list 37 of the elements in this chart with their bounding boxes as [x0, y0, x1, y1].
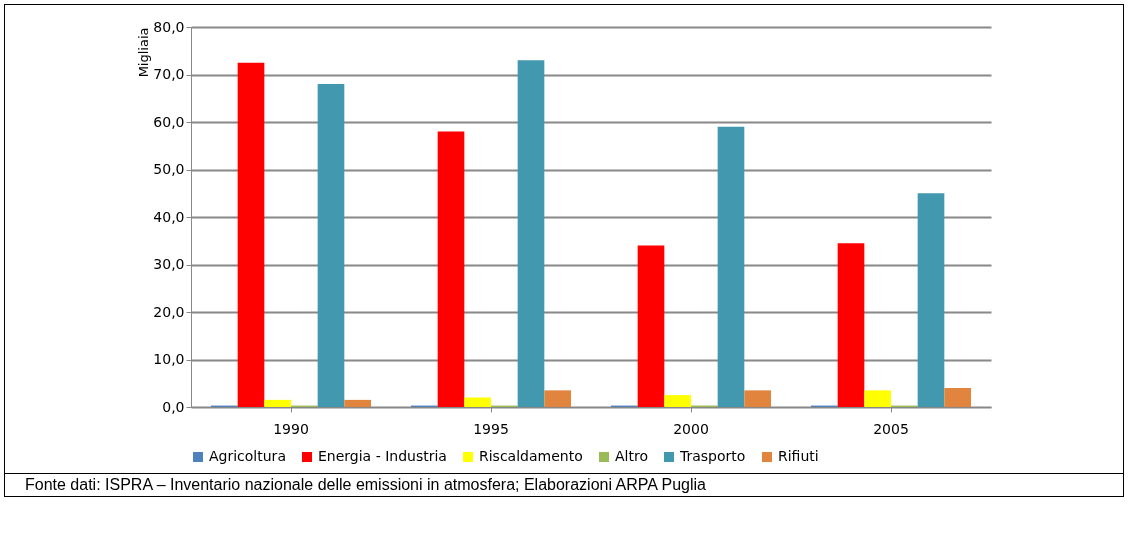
x-tick-label: 1995 — [473, 420, 509, 437]
bar — [717, 126, 745, 407]
y-tick-label: 10,0 — [153, 351, 185, 367]
legend-label: Energia - Industria — [318, 448, 447, 464]
bar — [264, 399, 291, 407]
bar — [464, 397, 491, 407]
legend-label: Altro — [615, 448, 648, 464]
bar — [744, 390, 771, 407]
bar — [664, 395, 691, 407]
bar — [317, 84, 345, 407]
source-note: Fonte dati: ISPRA – Inventario nazionale delle emissioni in atmosfera; Elaborazioni ARPA Puglia — [25, 476, 707, 494]
x-tick-label: 1990 — [273, 420, 309, 437]
bar — [544, 390, 571, 407]
y-tick-label: 70,0 — [153, 66, 185, 82]
bar — [344, 399, 371, 407]
y-tick-label: 60,0 — [153, 113, 185, 130]
bar — [864, 390, 891, 407]
y-tick-label: 80,0 — [153, 18, 185, 35]
x-tick-label: 2005 — [873, 420, 909, 437]
bar — [917, 193, 945, 407]
legend-label: Riscaldamento — [479, 448, 583, 464]
bar — [437, 131, 465, 407]
y-tick-label: 30,0 — [153, 256, 185, 272]
y-tick-label: 50,0 — [153, 161, 185, 177]
x-tick-label: 2000 — [673, 420, 709, 437]
y-axis-title: Migliaia — [136, 27, 152, 78]
bar — [837, 243, 865, 407]
bar — [517, 60, 545, 407]
bar — [637, 245, 665, 407]
legend-label: Trasporto — [679, 448, 746, 464]
y-tick-label: 40,0 — [153, 208, 185, 225]
y-tick-label: 20,0 — [153, 303, 185, 320]
bar — [944, 388, 971, 407]
y-tick-label: 0,0 — [162, 398, 185, 415]
legend-label: Rifiuti — [778, 448, 819, 464]
bar — [237, 62, 265, 407]
legend-label: Agricoltura — [209, 448, 286, 464]
